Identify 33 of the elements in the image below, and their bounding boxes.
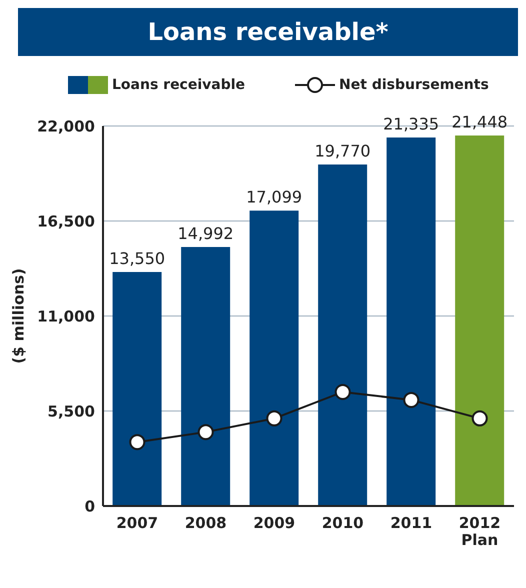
point	[129, 434, 146, 450]
x-tick-label: 2010	[322, 514, 364, 532]
point	[266, 410, 282, 426]
point	[403, 392, 420, 408]
data-label: 21,448	[452, 112, 508, 132]
point	[472, 410, 488, 426]
bar	[181, 247, 230, 506]
x-tick-label: 2008	[184, 514, 227, 532]
data-label: 13,550	[109, 248, 166, 268]
y-tick-label: 5,500	[48, 402, 95, 420]
x-tick-label: 2007	[116, 514, 158, 532]
y-tick-label: 0	[84, 497, 95, 516]
x-tick-label: 2009	[253, 514, 296, 532]
bar	[250, 210, 299, 506]
bar	[386, 137, 436, 506]
legend-label: Net disbursements	[339, 77, 489, 93]
data-label: 19,770	[314, 142, 371, 161]
legend-label: Loans receivable	[112, 77, 246, 93]
y-axis-title: ($ millions)	[9, 268, 28, 364]
data-label: 17,099	[246, 188, 302, 207]
y-tick-label: 11,000	[37, 307, 95, 326]
bar	[318, 164, 368, 506]
y-tick-label: 22,000	[37, 117, 95, 136]
point	[334, 384, 351, 400]
x-tick-label: 2012 Plan	[458, 514, 501, 549]
bar	[112, 272, 162, 506]
x-tick-label: 2011	[390, 514, 432, 532]
data-label: 14,992	[178, 224, 234, 244]
bar	[455, 136, 504, 506]
y-tick-label: 16,500	[37, 212, 95, 230]
point	[198, 424, 214, 440]
chart-title: Loans receivable*	[18, 8, 518, 56]
data-label: 21,335	[383, 114, 440, 134]
